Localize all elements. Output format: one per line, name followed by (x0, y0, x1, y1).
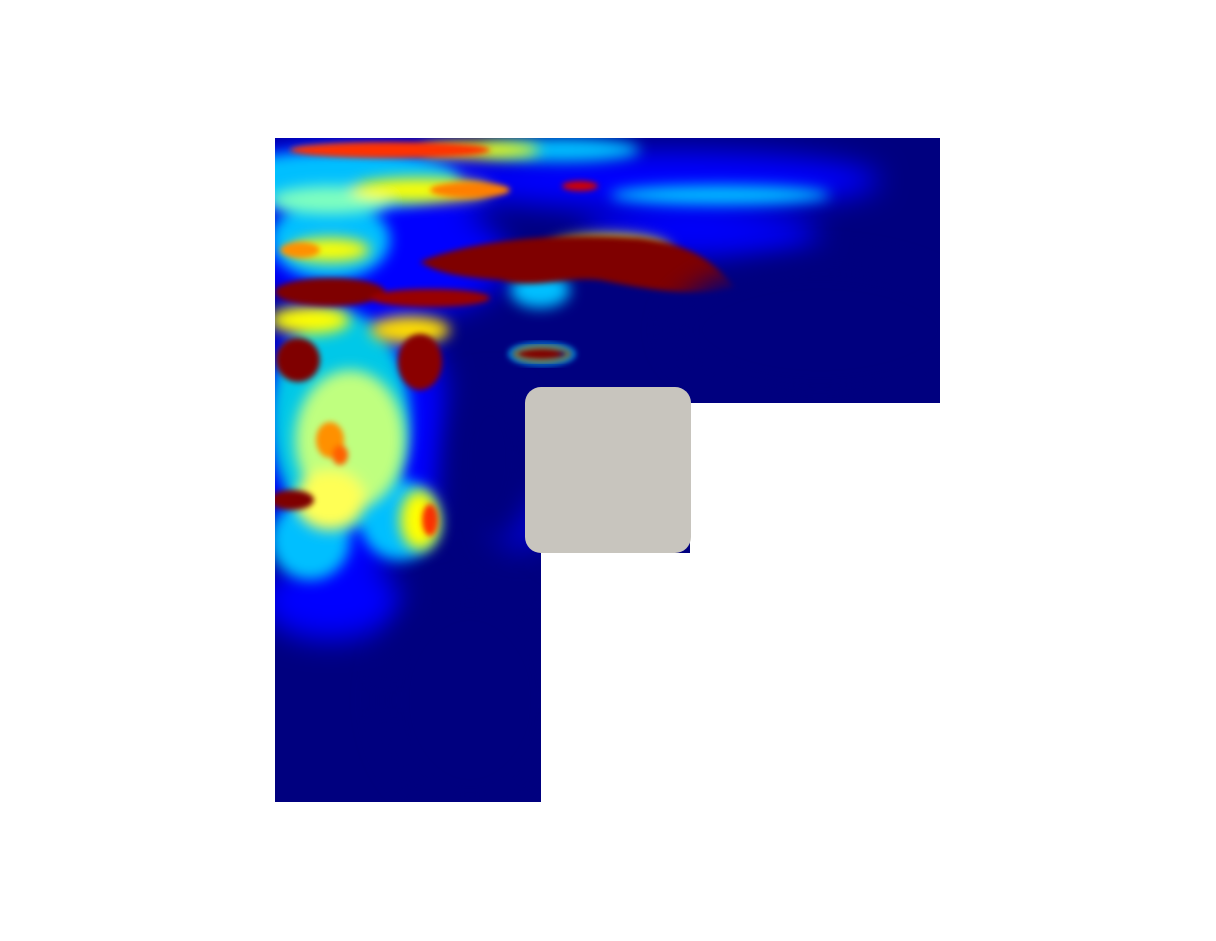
obstacle-block (525, 387, 691, 553)
